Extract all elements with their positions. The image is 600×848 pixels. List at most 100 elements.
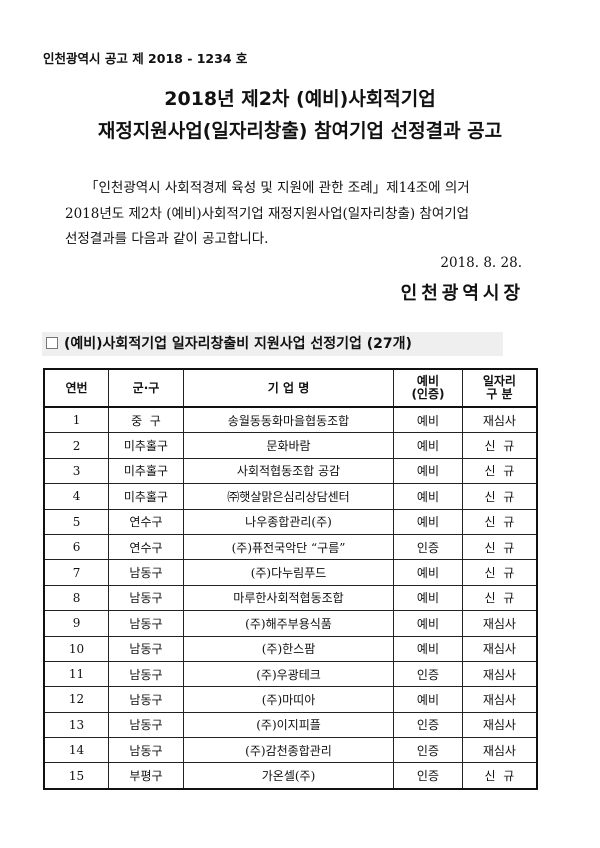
cell-col-company: (주)우광테크 xyxy=(182,660,395,688)
cell-col-district: 남동구 xyxy=(108,711,184,739)
cell-col-number: 2 xyxy=(43,432,110,459)
cell-col-district: 남동구 xyxy=(108,584,184,612)
cell-col-company: (주)감천종합관리 xyxy=(182,737,395,764)
section-title: (예비)사회적기업 일자리창출비 지원사업 선정기업 (27개) xyxy=(64,336,412,352)
table-row: 10 남동구 (주)한스팜 예비 재심사 xyxy=(43,635,538,662)
table-row: 13 남동구 (주)이지피플 인증 재심사 xyxy=(43,711,538,739)
cell-col-company: (주)마띠아 xyxy=(182,686,395,713)
body-line: 2018년도 제2차 (예비)사회적기업 재정지원사업(일자리창출) 참여기업 xyxy=(65,205,470,222)
cell-col-company: (주)퓨전국악단 “구름” xyxy=(182,533,395,561)
cell-col-job-type: 재심사 xyxy=(461,610,538,637)
cell-col-job-type: 재심사 xyxy=(461,635,538,662)
cell-col-company: 사회적협동조합 공감 xyxy=(182,457,395,485)
cell-col-district: 부평구 xyxy=(108,762,184,790)
table-row: 9 남동구 (주)해주부용식품 예비 재심사 xyxy=(43,610,538,637)
cell-col-certification: 예비 xyxy=(393,508,463,535)
cell-col-district: 남동구 xyxy=(108,660,184,688)
cell-col-job-type: 신 규 xyxy=(461,762,538,790)
cell-col-certification: 예비 xyxy=(393,635,463,662)
cell-col-company: 나우종합관리(주) xyxy=(182,508,395,535)
cell-col-job-type: 재심사 xyxy=(461,406,538,434)
cell-col-job-type: 신 규 xyxy=(461,584,538,612)
header-col-number: 연번 xyxy=(43,368,110,408)
cell-col-company: ㈜햇살맑은심리상담센터 xyxy=(182,483,395,510)
table-row: 4 미추홀구 ㈜햇살맑은심리상담센터 예비 신 규 xyxy=(43,483,538,510)
table-row: 3 미추홀구 사회적협동조합 공감 예비 신 규 xyxy=(43,457,538,485)
cell-col-number: 5 xyxy=(43,508,110,535)
cell-col-number: 15 xyxy=(43,762,110,790)
table-row: 5 연수구 나우종합관리(주) 예비 신 규 xyxy=(43,508,538,535)
cell-col-number: 12 xyxy=(43,686,110,713)
cell-col-job-type: 재심사 xyxy=(461,711,538,739)
header-col-district: 군·구 xyxy=(108,368,184,408)
cell-col-certification: 예비 xyxy=(393,483,463,510)
table-row: 7 남동구 (주)다누림푸드 예비 신 규 xyxy=(43,559,538,586)
cell-col-company: 마루한사회적협동조합 xyxy=(182,584,395,612)
cell-col-company: 가온셀(주) xyxy=(182,762,395,790)
cell-col-certification: 예비 xyxy=(393,406,463,434)
cell-col-certification: 인증 xyxy=(393,660,463,688)
table-row: 6 연수구 (주)퓨전국악단 “구름” 인증 신 규 xyxy=(43,533,538,561)
cell-col-job-type: 재심사 xyxy=(461,737,538,764)
cell-col-number: 3 xyxy=(43,457,110,485)
cell-col-job-type: 신 규 xyxy=(461,533,538,561)
cell-col-district: 중 구 xyxy=(108,406,184,434)
cell-col-district: 남동구 xyxy=(108,686,184,713)
cell-col-number: 9 xyxy=(43,610,110,637)
section-heading: (예비)사회적기업 일자리창출비 지원사업 선정기업 (27개) xyxy=(42,332,503,356)
header-col-certification: 예비 (인증) xyxy=(393,368,463,408)
cell-col-number: 13 xyxy=(43,711,110,739)
cell-col-certification: 예비 xyxy=(393,584,463,612)
cell-col-certification: 인증 xyxy=(393,737,463,764)
cell-col-number: 7 xyxy=(43,559,110,586)
cell-col-company: (주)다누림푸드 xyxy=(182,559,395,586)
body-paragraph: 「인천광역시 사회적경제 육성 및 지원에 관한 조례」제14조에 의거 201… xyxy=(65,176,525,253)
body-line: 선정결과를 다음과 같이 공고합니다. xyxy=(65,231,269,247)
document-title-line2: 재정지원사업(일자리창출) 참여기업 선정결과 공고 xyxy=(97,120,503,142)
cell-col-job-type: 재심사 xyxy=(461,660,538,688)
cell-col-number: 11 xyxy=(43,660,110,688)
cell-col-certification: 인증 xyxy=(393,533,463,561)
cell-col-job-type: 신 규 xyxy=(461,457,538,485)
cell-col-district: 미추홀구 xyxy=(108,457,184,485)
cell-col-job-type: 신 규 xyxy=(461,432,538,459)
cell-col-district: 미추홀구 xyxy=(108,483,184,510)
cell-col-job-type: 재심사 xyxy=(461,686,538,713)
cell-col-district: 연수구 xyxy=(108,508,184,535)
cell-col-number: 10 xyxy=(43,635,110,662)
cell-col-certification: 예비 xyxy=(393,457,463,485)
document-title-line1: 2018년 제2차 (예비)사회적기업 xyxy=(164,88,436,110)
cell-col-number: 1 xyxy=(43,406,110,434)
cell-col-certification: 예비 xyxy=(393,686,463,713)
cell-col-certification: 인증 xyxy=(393,711,463,739)
cell-col-district: 남동구 xyxy=(108,737,184,764)
cell-col-certification: 인증 xyxy=(393,762,463,790)
cell-col-certification: 예비 xyxy=(393,610,463,637)
cell-col-number: 6 xyxy=(43,533,110,561)
cell-col-district: 남동구 xyxy=(108,559,184,586)
cell-col-job-type: 신 규 xyxy=(461,559,538,586)
cell-col-number: 4 xyxy=(43,483,110,510)
header-col-company: 기 업 명 xyxy=(182,368,395,408)
table-header-row: 연번 군·구 기 업 명 예비 (인증) 일자리 구 분 xyxy=(43,368,538,408)
cell-col-company: 문화바람 xyxy=(182,432,395,459)
cell-col-certification: 예비 xyxy=(393,432,463,459)
cell-col-number: 14 xyxy=(43,737,110,764)
cell-col-job-type: 신 규 xyxy=(461,483,538,510)
cell-col-company: (주)한스팜 xyxy=(182,635,395,662)
cell-col-company: (주)해주부용식품 xyxy=(182,610,395,637)
cell-col-company: 송월동동화마을협동조합 xyxy=(182,406,395,434)
cell-col-company: (주)이지피플 xyxy=(182,711,395,739)
cell-col-district: 미추홀구 xyxy=(108,432,184,459)
body-line: 「인천광역시 사회적경제 육성 및 지원에 관한 조례」제14조에 의거 xyxy=(85,180,470,196)
header-col-job-type: 일자리 구 분 xyxy=(461,368,538,408)
table-row: 11 남동구 (주)우광테크 인증 재심사 xyxy=(43,660,538,688)
checkbox-square-icon xyxy=(46,337,58,349)
table-row: 14 남동구 (주)감천종합관리 인증 재심사 xyxy=(43,737,538,764)
cell-col-district: 남동구 xyxy=(108,635,184,662)
table-row: 15 부평구 가온셀(주) 인증 신 규 xyxy=(43,762,538,790)
notice-date: 2018. 8. 28. xyxy=(440,255,522,271)
table-row: 8 남동구 마루한사회적협동조합 예비 신 규 xyxy=(43,584,538,612)
cell-col-number: 8 xyxy=(43,584,110,612)
